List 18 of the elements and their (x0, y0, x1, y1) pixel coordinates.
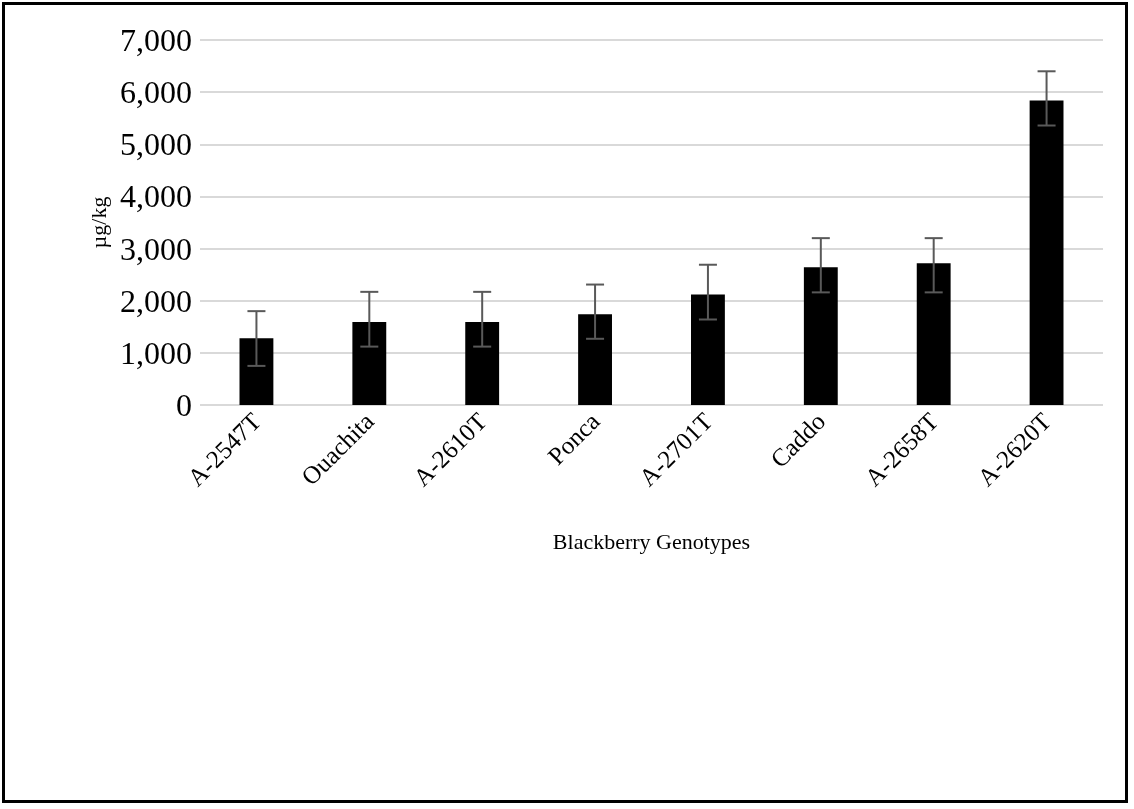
y-tick-label: 1,000 (120, 334, 192, 371)
y-tick-label: 5,000 (120, 126, 192, 163)
y-tick-label: 4,000 (120, 178, 192, 215)
bar (239, 338, 274, 405)
y-axis-title: µg/kg (85, 196, 111, 249)
y-tick-label: 7,000 (120, 22, 192, 58)
x-axis-title: Blackberry Genotypes (552, 528, 751, 554)
y-tick-label: 2,000 (120, 282, 192, 319)
y-tick-label: 0 (176, 387, 192, 423)
y-tick-label: 3,000 (120, 230, 192, 267)
bar (465, 322, 500, 405)
bar (1029, 100, 1064, 405)
bar (578, 314, 612, 405)
bar (803, 267, 838, 405)
bar (352, 322, 387, 405)
bar (691, 294, 725, 405)
bar (916, 263, 951, 405)
y-tick-label: 6,000 (120, 74, 192, 111)
